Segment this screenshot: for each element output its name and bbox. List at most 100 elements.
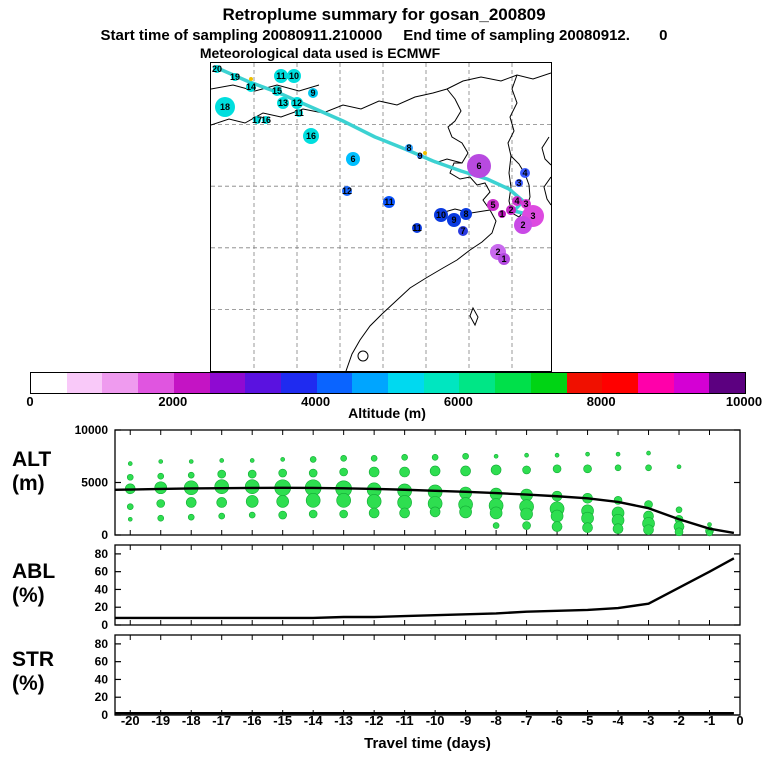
colorbar-segment xyxy=(530,373,567,393)
x-tick-label: -20 xyxy=(121,713,140,728)
alt-bubble xyxy=(614,464,622,472)
trajectory-point-label: 9 xyxy=(310,88,315,98)
x-tick-label: -15 xyxy=(273,713,292,728)
trajectory-point xyxy=(515,179,523,187)
alt-bubble xyxy=(493,453,499,459)
sampling-times: Start time of sampling 20080911.210000 E… xyxy=(100,27,668,44)
alt-panel-label: ALT xyxy=(12,448,52,471)
trajectory-point-label: 11 xyxy=(294,108,304,118)
trajectory-point-label: 12 xyxy=(342,186,352,196)
trajectory-point-label: 10 xyxy=(436,210,446,220)
alt-bubble xyxy=(646,450,651,456)
alt-bubble xyxy=(278,510,287,520)
alt-bubble xyxy=(520,507,533,521)
colorbar-tick: 10000 xyxy=(725,394,763,409)
abl-panel-unit: (%) xyxy=(12,584,45,607)
trajectory-point xyxy=(246,82,256,92)
alt-bubble xyxy=(336,493,351,508)
colorbar-segment xyxy=(602,373,638,393)
trajectory-point xyxy=(215,97,235,117)
colorbar-segment xyxy=(31,373,67,393)
trajectory-point-label: 4 xyxy=(522,168,527,178)
alt-bubble xyxy=(305,493,321,508)
y-tick-label: 0 xyxy=(101,708,108,722)
alt-bubble xyxy=(245,495,259,508)
x-tick-label: -6 xyxy=(551,713,563,728)
y-tick-label: 80 xyxy=(95,547,109,561)
trajectory-point xyxy=(295,109,303,117)
y-tick-label: 5000 xyxy=(81,476,108,490)
trajectory-point-label: 13 xyxy=(278,98,288,108)
trajectory-point-label: 9 xyxy=(417,151,422,161)
trajectory-point-label: 11 xyxy=(384,197,394,207)
alt-bubble xyxy=(276,495,289,508)
alt-bubble xyxy=(126,473,134,481)
trajectory-point-label: 3 xyxy=(523,199,528,209)
alt-bubble xyxy=(340,455,347,462)
trajectory-point-label: 18 xyxy=(220,102,230,112)
trajectory-point xyxy=(249,77,253,81)
alt-bubble xyxy=(585,451,590,457)
alt-bubble xyxy=(645,464,652,472)
y-tick-label: 40 xyxy=(95,672,109,686)
colorbar-segment xyxy=(566,373,603,393)
abl-line xyxy=(115,557,735,620)
figure-title: Retroplume summary for gosan_200809 xyxy=(222,5,546,24)
trajectory-map: 20 19 14 18 15 11 10 9 13 12 11 17 16 16 6 8 9 6 4 3 12 11 11 1… xyxy=(210,62,552,372)
alt-bubble xyxy=(158,459,164,464)
alt-bubble xyxy=(401,453,408,461)
met-data-note: Meteorological data used is ECMWF xyxy=(199,45,441,61)
alt-bubble xyxy=(157,472,165,480)
x-tick-label: -19 xyxy=(151,713,170,728)
y-tick-label: 40 xyxy=(95,582,109,596)
trajectory-point xyxy=(487,199,499,211)
alt-bubble xyxy=(157,514,165,522)
trajectory-point xyxy=(231,73,239,81)
colorbar-segment xyxy=(138,373,174,393)
alt-bubble xyxy=(612,523,624,534)
abl-panel-label: ABL xyxy=(12,560,56,583)
alt-bubble xyxy=(126,503,134,510)
alt-bubble xyxy=(244,479,260,494)
alt-bubble xyxy=(214,479,230,494)
x-tick-label: 0 xyxy=(736,713,743,728)
trajectory-point xyxy=(506,205,516,215)
x-tick-label: -14 xyxy=(304,713,324,728)
trajectory-point-label: 12 xyxy=(292,98,302,108)
trajectory-point xyxy=(423,151,427,155)
alt-bubble xyxy=(156,499,166,508)
alt-bubble xyxy=(460,465,471,477)
alt-bubble xyxy=(582,522,593,533)
trajectory-point-label: 9 xyxy=(451,215,456,225)
alt-bubble xyxy=(219,458,225,463)
y-tick-label: 60 xyxy=(95,655,109,669)
alt-bubble xyxy=(248,511,256,519)
colorbar-tick: 6000 xyxy=(443,394,473,409)
trajectory-point xyxy=(383,196,395,208)
trajectory-point-label: 2 xyxy=(520,220,525,230)
alt-bubble xyxy=(490,464,502,476)
alt-bubble xyxy=(583,464,592,474)
x-tick-label: -11 xyxy=(396,713,414,728)
trajectory-point xyxy=(308,88,318,98)
colorbar-tick: 8000 xyxy=(586,394,616,409)
str-panel-label: STR xyxy=(12,648,54,671)
y-tick-label: 80 xyxy=(95,637,109,651)
x-tick-label: -8 xyxy=(490,713,502,728)
x-tick-label: -12 xyxy=(365,713,384,728)
x-tick-label: -7 xyxy=(521,713,533,728)
colorbar-segment xyxy=(102,373,139,393)
alt-bubble xyxy=(278,468,287,478)
trajectory-point-label: 10 xyxy=(289,71,299,81)
alt-bubble xyxy=(339,467,348,477)
colorbar-segment xyxy=(459,373,496,393)
alt-bubble xyxy=(187,513,195,521)
altitude-colorbar xyxy=(30,372,746,394)
alt-bubble xyxy=(249,458,255,463)
alt-bubble xyxy=(370,455,378,462)
panel-str: 0 20 40 60 80 xyxy=(95,634,741,722)
trajectory-point xyxy=(291,97,303,109)
